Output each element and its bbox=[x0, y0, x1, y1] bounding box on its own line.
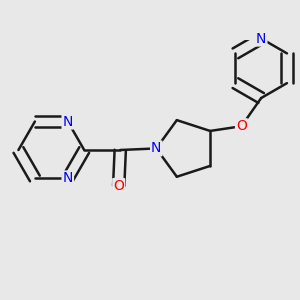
Text: O: O bbox=[236, 119, 247, 133]
Text: N: N bbox=[151, 141, 161, 155]
Text: N: N bbox=[256, 32, 266, 46]
Text: O: O bbox=[113, 179, 124, 193]
Text: N: N bbox=[63, 172, 73, 185]
Text: N: N bbox=[63, 115, 73, 128]
